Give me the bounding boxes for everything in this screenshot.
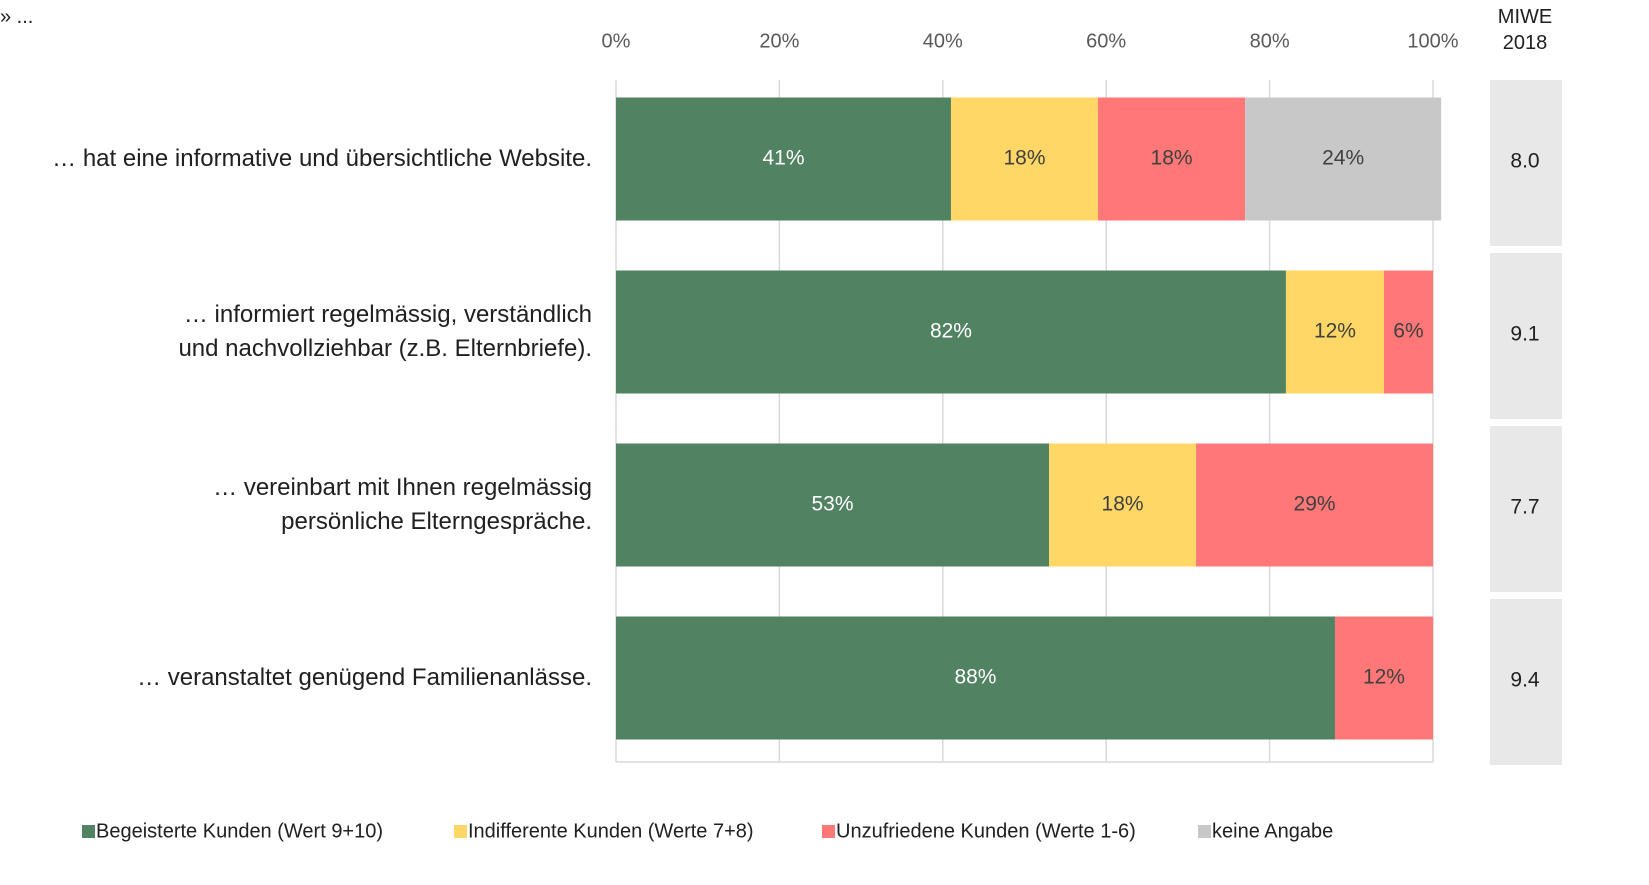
side-cell [1490,599,1562,765]
x-tick-label: 60% [1086,30,1126,52]
bar-segment [616,443,1050,567]
side-cell-label: 9.1 [1510,323,1539,346]
data-label: 6% [1393,320,1423,343]
bar-segment [616,97,951,221]
bar-segment [1245,97,1442,221]
data-label: 53% [811,493,853,516]
bar-segment [616,270,1286,394]
data-label: 18% [1102,493,1144,516]
legend-swatch [822,825,835,838]
side-cell-label: 9.4 [1510,669,1540,692]
side-cell-label: 8.0 [1510,150,1539,173]
x-tick-label: 20% [759,30,799,52]
data-label: 29% [1294,493,1336,516]
category-label: … vereinbart mit Ihnen regelmässig persö… [213,474,592,535]
side-cell [1490,426,1562,592]
category-label: … veranstaltet genügend Familienanlässe. [137,664,592,691]
data-label: 41% [762,147,804,170]
bar-segment [616,616,1335,740]
bar-segment [1285,270,1384,394]
side-cell [1490,253,1562,419]
legend-label: keine Angabe [1212,820,1333,842]
data-label: 82% [930,320,972,343]
side-column-title: MIWE 2018 [1497,6,1553,54]
x-tick-label: 0% [602,30,631,52]
category-label: … informiert regelmässig, verständlich u… [178,301,592,362]
bar-segment [1334,616,1433,740]
data-label: 12% [1363,666,1405,689]
legend-swatch [1198,825,1211,838]
data-label: 18% [1003,147,1045,170]
x-tick-label: 100% [1407,30,1458,52]
bar-segment [1098,97,1246,221]
data-label: 24% [1322,147,1364,170]
category-label: … hat eine informative und übersichtlich… [52,145,592,172]
legend-swatch [454,825,467,838]
x-tick-label: 80% [1250,30,1290,52]
x-tick-label: 40% [923,30,963,52]
legend-label: Indifferente Kunden (Werte 7+8) [468,820,754,842]
legend-label: Begeisterte Kunden (Wert 9+10) [96,820,383,842]
bar-segment [1196,443,1433,567]
data-label: 18% [1151,147,1193,170]
data-label: 12% [1314,320,1356,343]
side-cell-label: 7.7 [1510,496,1539,519]
data-label: 88% [954,666,996,689]
bar-segment [950,97,1099,221]
legend-swatch [82,825,95,838]
header-text: » ... [0,6,34,28]
side-cell [1490,80,1562,246]
bar-segment [1383,270,1433,394]
legend-label: Unzufriedene Kunden (Werte 1-6) [836,820,1136,842]
bar-segment [1049,443,1197,567]
